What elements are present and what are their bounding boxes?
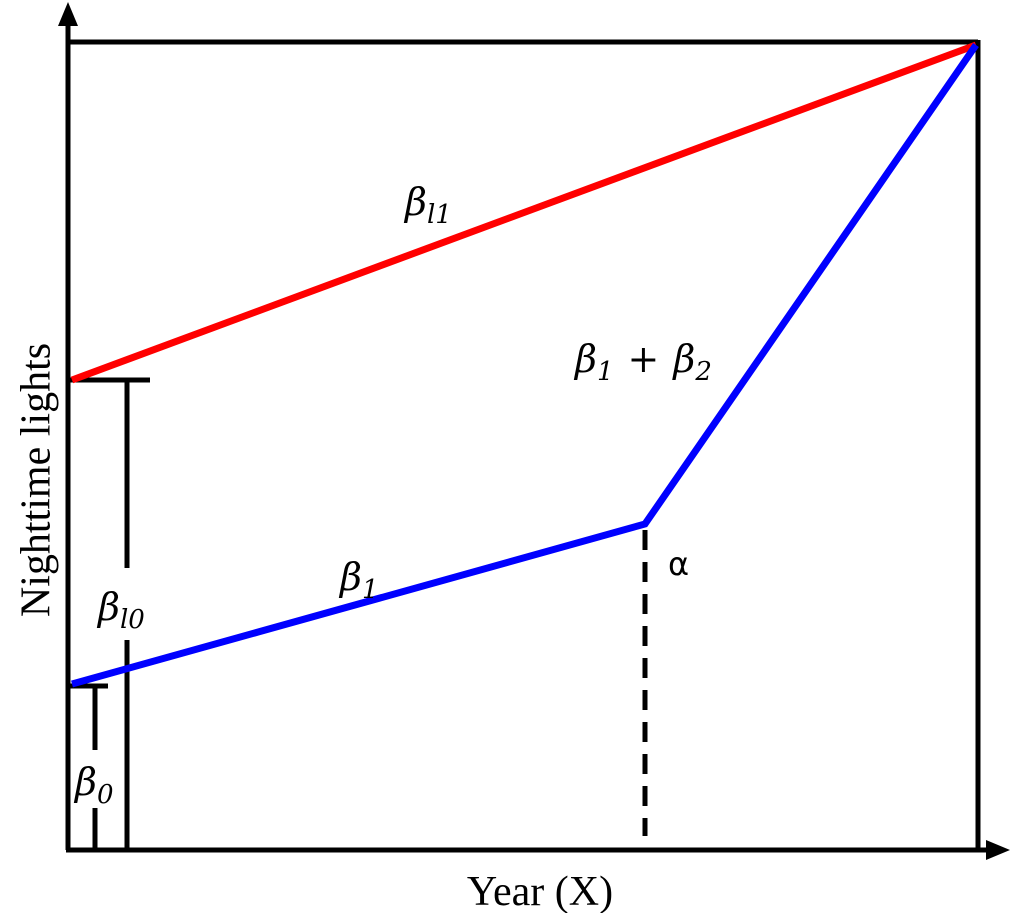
subscript: 1	[362, 575, 379, 605]
arrow-head	[58, 2, 78, 26]
label: α	[668, 545, 689, 583]
operator: +	[628, 337, 660, 381]
label: β1 + β2	[573, 337, 712, 387]
symbol: β	[573, 337, 597, 381]
y-axis-label: Nighttime lights	[14, 343, 60, 617]
label: βl0	[96, 585, 145, 635]
frame	[65, 12, 1000, 853]
arrow-head	[986, 840, 1010, 860]
label: β1	[338, 555, 379, 605]
label: β0	[73, 760, 114, 810]
subscript: 2	[694, 357, 712, 387]
red-line	[70, 41, 978, 384]
symbol: β	[73, 760, 97, 804]
subscript: l0	[120, 605, 145, 635]
symbol: β	[671, 337, 695, 381]
subscript: 1	[597, 357, 614, 387]
symbol: β	[338, 555, 362, 599]
x-axis-label: Year (X)	[467, 869, 613, 913]
label: βl1	[403, 180, 452, 230]
blue-line	[71, 43, 979, 688]
symbol: β	[403, 180, 427, 224]
subscript: 0	[97, 780, 114, 810]
symbol: β	[96, 585, 120, 629]
subscript: l1	[427, 200, 452, 230]
